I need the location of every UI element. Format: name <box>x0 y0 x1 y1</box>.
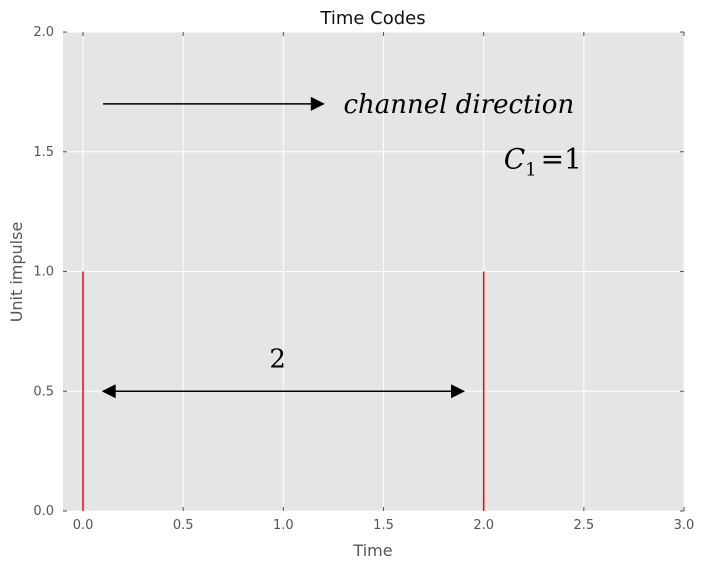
y-tick-label: 0.5 <box>33 384 54 399</box>
x-tick-label: 3.0 <box>674 518 695 533</box>
y-axis-label: Unit impulse <box>7 222 26 323</box>
annotations: channel direction 2 C1 =1 <box>101 90 582 399</box>
channel-direction-label: channel direction <box>343 90 574 120</box>
y-tick-label: 1.0 <box>33 265 54 280</box>
x-tick-label: 0.5 <box>173 518 194 533</box>
stems <box>82 271 485 511</box>
x-tick-label: 2.0 <box>473 518 494 533</box>
y-tick-label: 0.0 <box>33 504 54 519</box>
x-tick-label: 1.5 <box>373 518 394 533</box>
y-tick-label: 2.0 <box>33 25 54 40</box>
ticks: 0.0 0.5 1.0 1.5 2.0 2.5 3.0 0.0 0.5 1.0 1.5 2.0 <box>33 25 694 533</box>
y-tick-label: 1.5 <box>33 145 54 160</box>
x-axis-label: Time <box>352 541 392 560</box>
chart-title: Time Codes <box>319 8 425 29</box>
x-tick-label: 2.5 <box>573 518 594 533</box>
x-tick-label: 1.0 <box>273 518 294 533</box>
capacity-label: C1 =1 <box>504 143 582 181</box>
x-tick-label: 0.0 <box>73 518 94 533</box>
interval-label: 2 <box>269 344 286 374</box>
